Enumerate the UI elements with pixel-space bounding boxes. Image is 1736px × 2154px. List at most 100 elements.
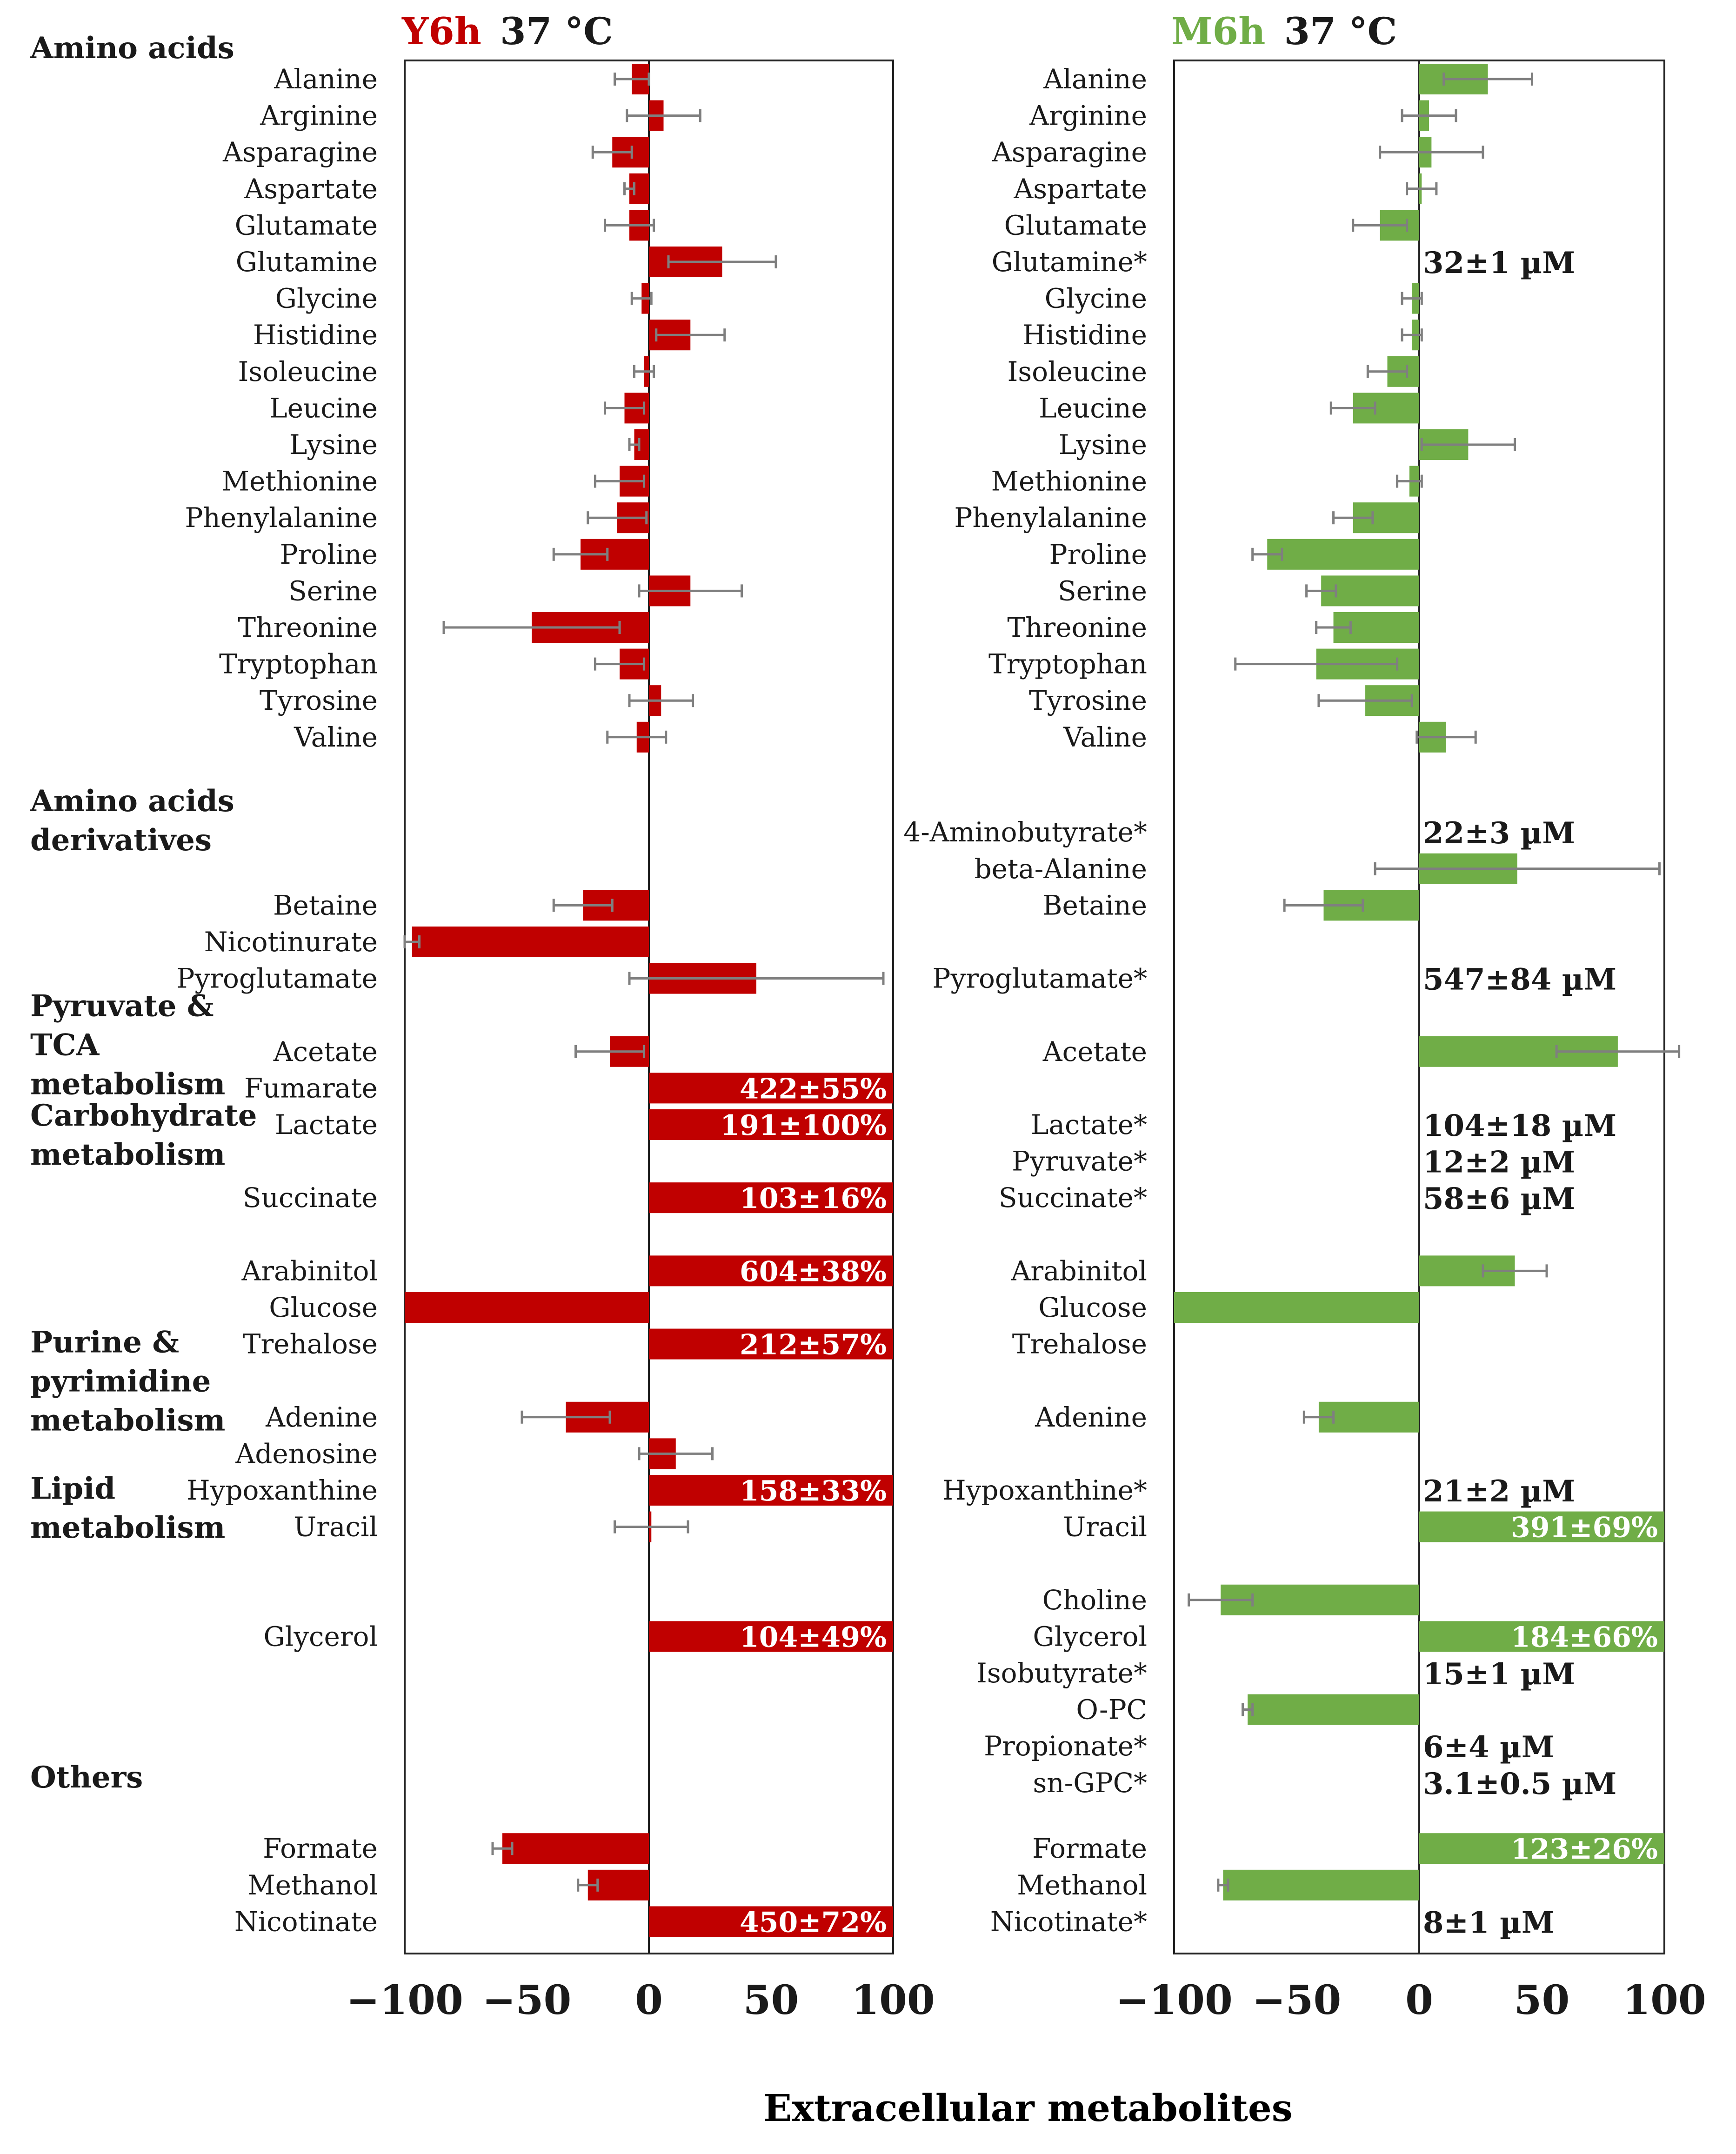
y6h-condition-label: Y6h	[401, 9, 481, 53]
metabolite-label: Aspartate	[1013, 173, 1147, 205]
metabolite-label: Lactate	[275, 1109, 378, 1140]
bar	[1174, 1292, 1419, 1323]
m6h-x-tick-label: 100	[1622, 1977, 1706, 2024]
concentration-label: 6±4 µM	[1423, 1730, 1555, 1765]
x-axis-label: Extracellular metabolites	[763, 2086, 1293, 2130]
clipped-value-label: 604±38%	[740, 1255, 887, 1288]
metabolite-label: Serine	[288, 575, 378, 607]
bar	[1318, 1401, 1419, 1433]
metabolite-label: Valine	[294, 721, 378, 753]
group-heading: Others	[30, 1760, 143, 1795]
metabolite-label: Fumarate	[244, 1072, 378, 1104]
bar	[1223, 1869, 1419, 1901]
metabolite-label: Leucine	[269, 392, 378, 424]
group-heading: metabolism	[30, 1067, 225, 1101]
metabolite-label: Formate	[1032, 1833, 1147, 1864]
group-heading: Lipid	[30, 1471, 115, 1506]
metabolite-label: Adenine	[265, 1401, 378, 1433]
m6h-temperature-label: 37 °C	[1265, 9, 1397, 53]
metabolite-label: Propionate*	[984, 1730, 1147, 1762]
bar	[649, 1328, 893, 1360]
m6h-condition-label: M6h	[1171, 9, 1265, 53]
clipped-value-label: 191±100%	[720, 1109, 887, 1142]
concentration-label: 32±1 µM	[1423, 246, 1575, 280]
metabolite-label: Glutamate	[235, 209, 378, 241]
metabolite-label: Threonine	[1007, 612, 1147, 643]
bar	[649, 1474, 893, 1506]
group-heading: pyrimidine	[30, 1364, 211, 1399]
metabolite-label: Tryptophan	[219, 648, 378, 680]
metabolite-label: Glycine	[1045, 283, 1147, 314]
bar	[1248, 1694, 1419, 1725]
bar	[1419, 1833, 1664, 1864]
y6h-x-tick-label: −100	[346, 1977, 463, 2024]
concentration-label: 58±6 µM	[1423, 1181, 1575, 1216]
m6h-x-tick-label: −100	[1115, 1977, 1233, 2024]
m6h-x-tick-label: 0	[1405, 1977, 1433, 2024]
group-heading: Pyruvate &	[30, 988, 214, 1023]
concentration-label: 22±3 µM	[1423, 816, 1575, 851]
y6h-x-tick-label: 0	[635, 1977, 663, 2024]
metabolite-label: sn-GPC*	[1033, 1767, 1147, 1799]
metabolite-label: Threonine	[238, 612, 378, 643]
bar	[1419, 1621, 1664, 1652]
group-heading: Amino acids	[30, 784, 234, 819]
metabolite-label: Phenylalanine	[185, 502, 378, 533]
metabolite-label: Isobutyrate*	[976, 1657, 1147, 1689]
metabolite-label: Tyrosine	[1029, 685, 1147, 716]
clipped-value-label: 103±16%	[740, 1182, 887, 1215]
metabolite-label: Glutamine	[236, 246, 378, 278]
metabolite-label: Alanine	[1043, 63, 1147, 95]
metabolite-label: Choline	[1042, 1584, 1147, 1616]
metabolite-label: Succinate	[243, 1182, 378, 1214]
metabolite-label: Serine	[1058, 575, 1147, 607]
metabolite-label: Succinate*	[999, 1182, 1147, 1214]
metabolite-label: Arginine	[260, 100, 378, 132]
metabolite-label: Arginine	[1029, 100, 1147, 132]
concentration-label: 104±18 µM	[1423, 1108, 1616, 1143]
group-heading: Amino acids	[30, 31, 234, 66]
metabolite-label: Glutamate	[1004, 209, 1147, 241]
metabolite-label: Glycerol	[1033, 1621, 1147, 1652]
bar	[649, 1182, 893, 1214]
group-heading: derivatives	[30, 823, 212, 858]
metabolite-label: Histidine	[1022, 319, 1147, 351]
metabolite-label: Glucose	[269, 1292, 378, 1323]
group-heading: TCA	[30, 1027, 100, 1062]
clipped-value-label: 158±33%	[740, 1475, 887, 1507]
metabolite-label: Phenylalanine	[954, 502, 1147, 533]
bar	[405, 1292, 649, 1323]
bar	[649, 1073, 893, 1104]
y6h-x-tick-label: −50	[482, 1977, 572, 2024]
concentration-label: 547±84 µM	[1423, 962, 1616, 997]
group-heading: metabolism	[30, 1403, 225, 1438]
metabolite-label: Glycine	[275, 283, 378, 314]
metabolite-label: Pyroglutamate	[176, 963, 378, 994]
metabolite-label: Hypoxanthine	[187, 1474, 378, 1506]
m6h-x-tick-label: 50	[1514, 1977, 1570, 2024]
metabolite-label: Nicotinurate	[204, 926, 378, 958]
metabolite-label: Tyrosine	[260, 685, 378, 716]
clipped-value-label: 450±72%	[740, 1906, 887, 1939]
metabolite-label: Methionine	[991, 466, 1147, 497]
metabolite-label: Uracil	[294, 1511, 378, 1543]
metabolite-label: Aspartate	[244, 173, 378, 205]
bar	[649, 1621, 893, 1652]
group-heading: Carbohydrate	[30, 1098, 257, 1133]
metabolite-label: Lysine	[289, 429, 378, 460]
metabolite-label: Methionine	[222, 466, 378, 497]
metabolite-label: Lysine	[1059, 429, 1147, 460]
bar	[1221, 1584, 1419, 1615]
y6h-temperature-label: 37 °C	[481, 9, 613, 53]
metabolite-label: Acetate	[1042, 1036, 1147, 1067]
metabolite-label: Leucine	[1039, 392, 1147, 424]
metabolite-label: Asparagine	[992, 136, 1147, 168]
metabolite-label: Adenosine	[235, 1438, 378, 1469]
metabolite-label: Histidine	[253, 319, 378, 351]
metabolite-label: Nicotinate	[234, 1906, 378, 1937]
metabolite-label: Trehalose	[243, 1328, 378, 1360]
metabolite-label: Acetate	[273, 1036, 378, 1067]
clipped-value-label: 391±69%	[1511, 1512, 1658, 1544]
bar	[649, 1109, 893, 1140]
